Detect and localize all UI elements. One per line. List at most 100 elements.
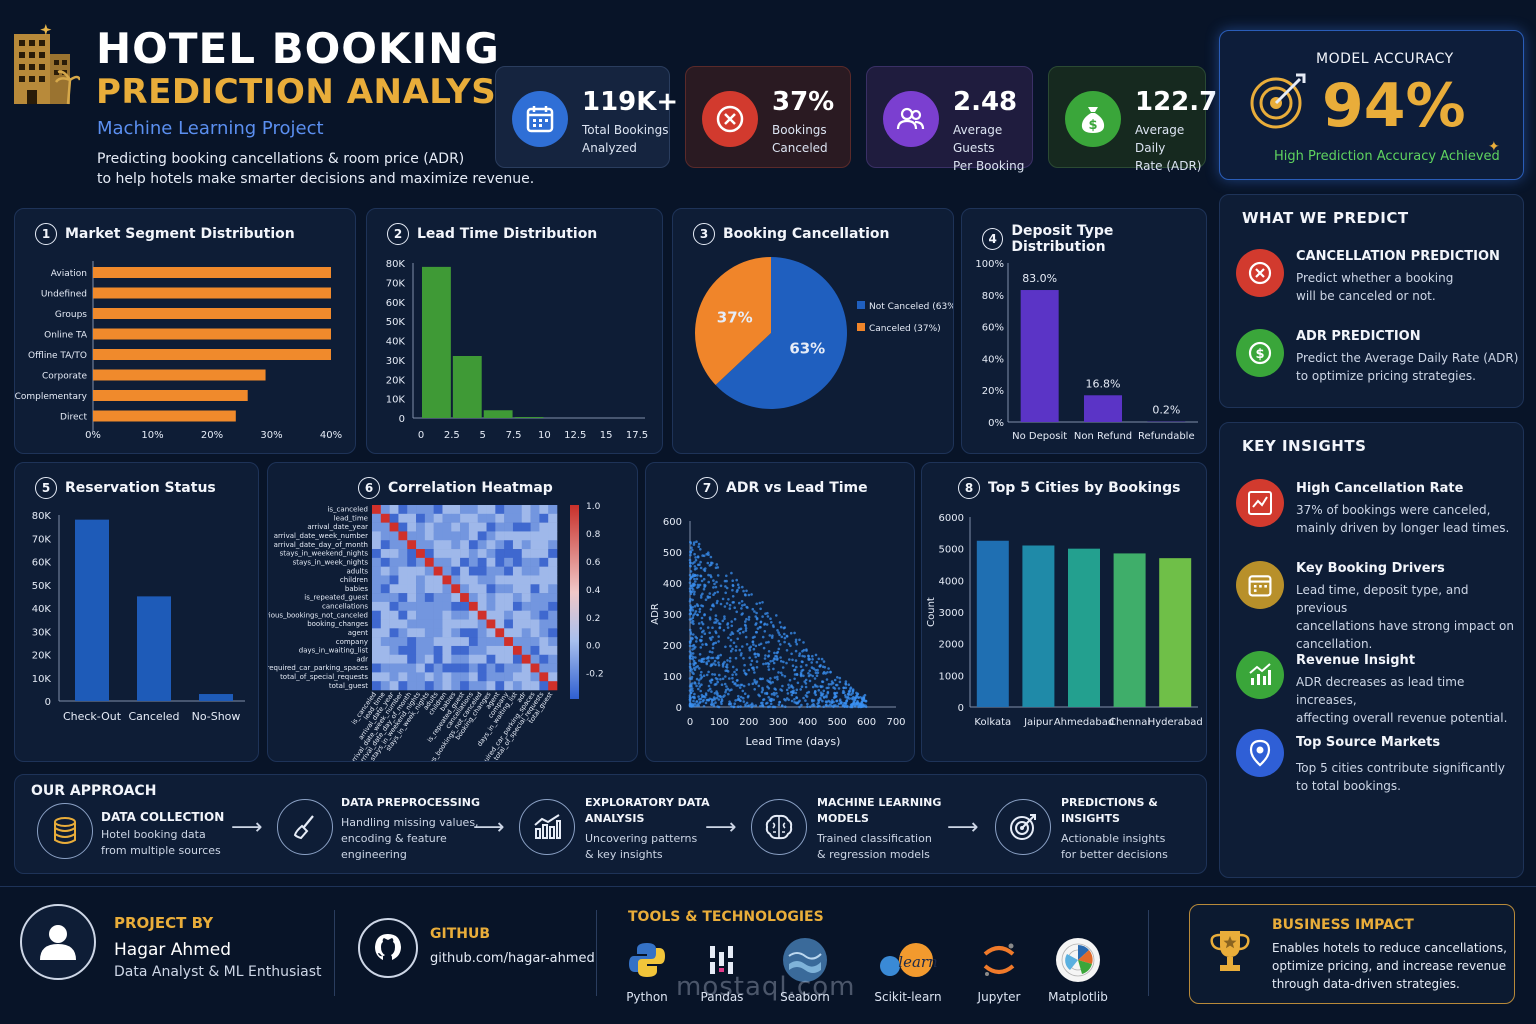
scatter-point bbox=[826, 690, 830, 694]
scatter-point bbox=[698, 685, 702, 688]
scatter-point bbox=[803, 680, 806, 683]
scatter-point bbox=[730, 571, 733, 575]
scatter-point bbox=[689, 691, 693, 695]
heatmap-cell bbox=[372, 645, 382, 656]
scatter-point bbox=[717, 635, 720, 638]
heatmap-cell bbox=[495, 557, 505, 567]
heatmap-cell bbox=[512, 531, 523, 541]
scatter-point bbox=[816, 705, 819, 708]
heatmap-cell bbox=[548, 557, 558, 567]
panel-number: 5 bbox=[35, 477, 57, 499]
scatter-point bbox=[849, 693, 853, 696]
scatter-point bbox=[805, 649, 808, 652]
heatmap-cell bbox=[451, 584, 461, 594]
heatmap-cell bbox=[486, 672, 496, 682]
bar bbox=[1084, 395, 1122, 422]
scatter-point bbox=[713, 683, 717, 686]
scatter-point bbox=[767, 687, 771, 690]
scatter-point bbox=[731, 680, 735, 684]
heatmap-cell bbox=[512, 513, 523, 523]
github-icon[interactable] bbox=[358, 918, 418, 978]
heatmap-cell bbox=[539, 645, 549, 656]
scatter-point bbox=[779, 659, 783, 663]
heatmap-cell bbox=[407, 557, 417, 567]
heatmap-cell bbox=[372, 654, 382, 664]
scatter-point bbox=[719, 678, 722, 681]
scatter-point bbox=[698, 667, 701, 670]
scatter-point bbox=[745, 617, 748, 621]
colorbar-tick: 0.2 bbox=[586, 614, 600, 624]
heatmap-cell bbox=[424, 628, 434, 638]
heatmap-cell bbox=[460, 540, 470, 550]
heatmap-cell bbox=[389, 566, 399, 576]
scatter-point bbox=[750, 705, 754, 709]
heatmap-cell bbox=[539, 628, 549, 638]
scatter-point bbox=[688, 640, 692, 644]
scatter-point bbox=[710, 700, 714, 704]
scatter-point bbox=[725, 685, 728, 688]
heatmap-cell bbox=[442, 628, 452, 638]
heatmap-cell bbox=[504, 654, 514, 664]
scatter-point bbox=[759, 607, 762, 611]
github-link[interactable]: github.com/hagar-ahmed bbox=[430, 951, 595, 966]
tick-label: 20% bbox=[201, 430, 223, 441]
scatter-point bbox=[698, 610, 701, 614]
heatmap-cell bbox=[442, 593, 452, 603]
scatter-point bbox=[753, 688, 756, 691]
scatter-point bbox=[744, 704, 747, 708]
heatmap-cell bbox=[477, 628, 487, 638]
kpi-label: Average Daily Rate (ADR) bbox=[1135, 123, 1202, 173]
heatmap-cell bbox=[398, 549, 408, 559]
heatmap-cell bbox=[539, 601, 549, 612]
scatter-point bbox=[851, 698, 855, 701]
scatter-point bbox=[700, 660, 703, 663]
scatter-point bbox=[767, 655, 770, 658]
scatter-point bbox=[722, 629, 726, 632]
heatmap-cell bbox=[372, 549, 382, 559]
scatter-point bbox=[702, 587, 706, 591]
heatmap-cell bbox=[460, 531, 470, 541]
scatter-point bbox=[856, 701, 859, 704]
heatmap-cell bbox=[460, 628, 470, 638]
scatter-point bbox=[816, 671, 820, 675]
heatmap-cell bbox=[433, 549, 443, 559]
panel-title: Booking Cancellation bbox=[723, 226, 890, 242]
heatmap-cell bbox=[504, 601, 514, 612]
scatter-point bbox=[749, 663, 753, 666]
trophy-icon bbox=[1208, 927, 1252, 979]
scatter-point bbox=[777, 703, 781, 706]
heatmap-cell bbox=[495, 540, 505, 550]
scatter-point bbox=[748, 656, 751, 660]
scatter-point bbox=[711, 643, 715, 646]
category-label: Non Refund bbox=[1074, 431, 1132, 442]
scatter-point bbox=[709, 555, 713, 559]
tools-label: TOOLS & TECHNOLOGIES bbox=[628, 909, 824, 925]
scatter-point bbox=[714, 585, 718, 589]
scatter-point bbox=[759, 626, 762, 629]
scatter-point bbox=[747, 618, 751, 621]
scatter-point bbox=[692, 622, 695, 626]
panel-number: 2 bbox=[387, 223, 409, 245]
scatter-point bbox=[714, 631, 718, 635]
category-label: Offline TA/TO bbox=[28, 351, 87, 361]
row-label: cancellations bbox=[322, 603, 368, 611]
heatmap-cell bbox=[416, 566, 426, 576]
tick-label: 20% bbox=[982, 386, 1004, 397]
scatter-point bbox=[830, 704, 833, 708]
scatter-point bbox=[843, 701, 847, 705]
scatter-point bbox=[707, 670, 710, 674]
tick-label: 2.5 bbox=[444, 430, 460, 441]
scatter-point bbox=[695, 684, 698, 688]
scatter-point bbox=[688, 573, 692, 577]
heatmap-cell bbox=[539, 584, 549, 594]
scatter-point bbox=[789, 631, 793, 635]
scatter-point bbox=[688, 590, 692, 593]
heatmap-cell bbox=[521, 601, 531, 612]
scatter-point bbox=[737, 586, 741, 589]
scatter-point bbox=[712, 593, 715, 596]
scatter-point bbox=[735, 668, 738, 671]
scatter-point bbox=[707, 689, 710, 692]
scatter-point bbox=[733, 702, 736, 705]
heatmap-cell bbox=[460, 566, 470, 576]
value-label: 0.2% bbox=[1152, 404, 1180, 417]
